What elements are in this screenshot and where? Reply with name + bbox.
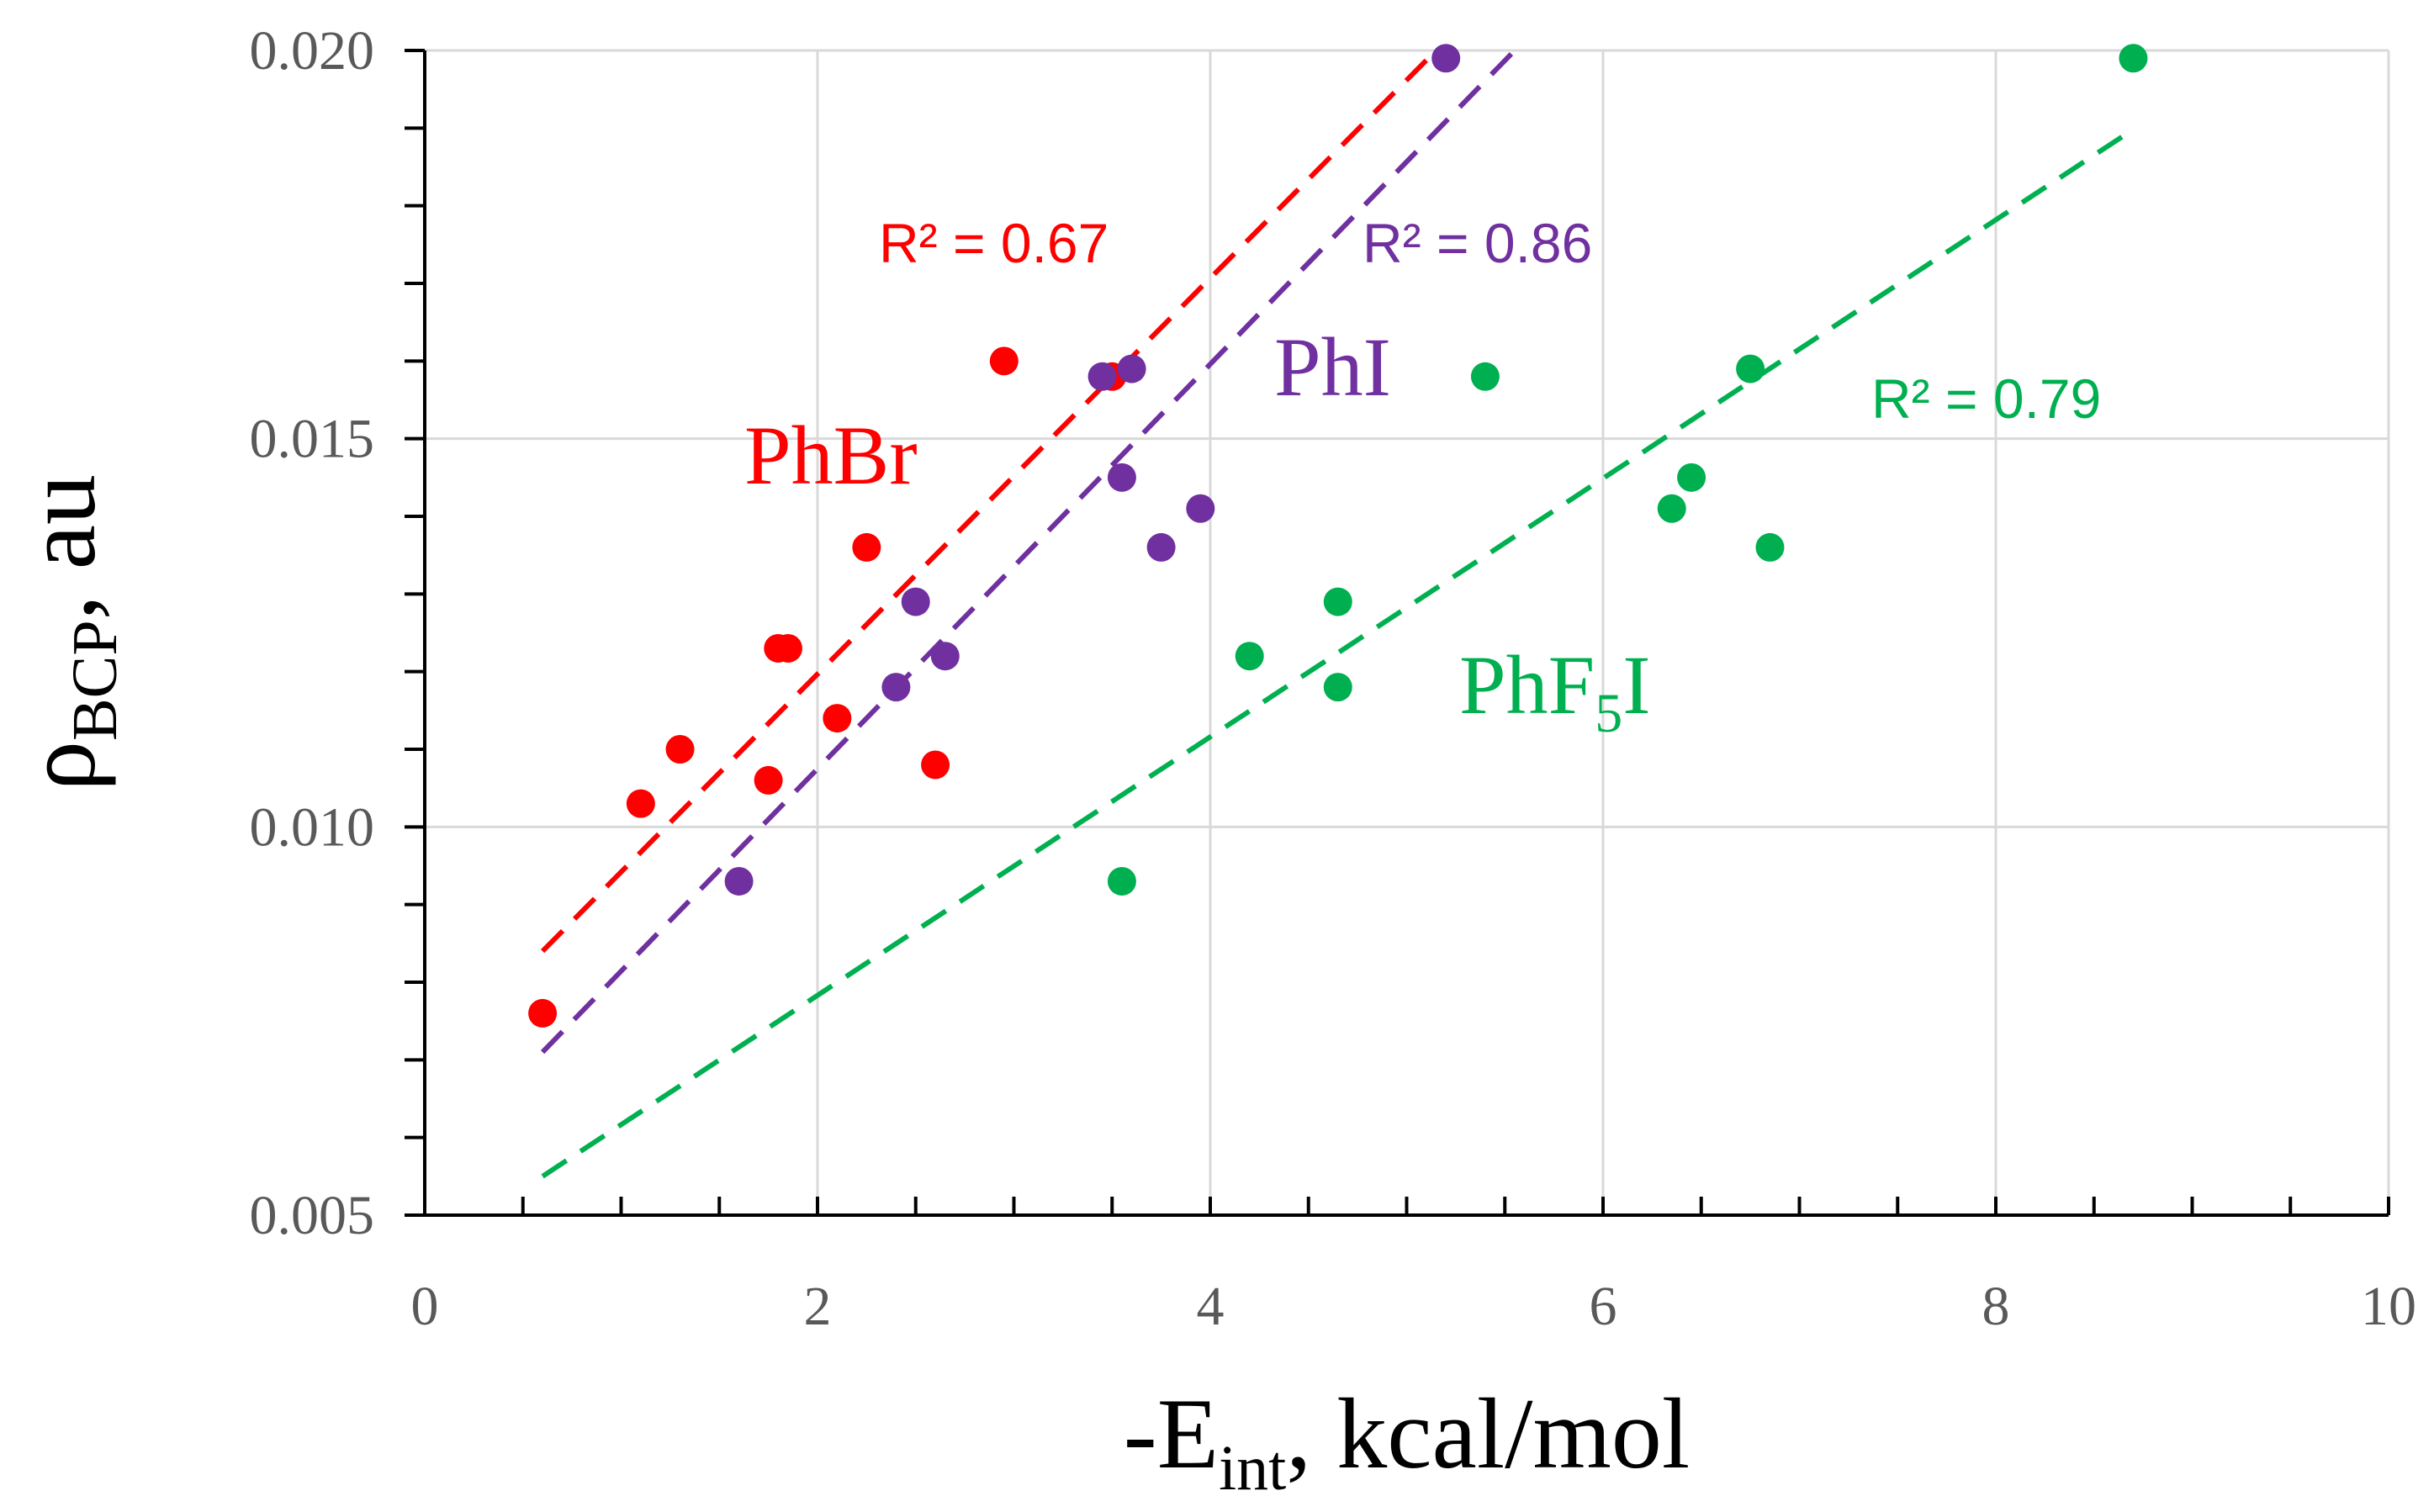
point-phbr: [528, 998, 558, 1028]
r2-label-phf5i: R² = 0.79: [1871, 367, 2101, 430]
chart-labels: -Eint, kcal/mol ρBCP, au PhBr R² = 0.67 PhI R…: [4, 212, 2101, 1504]
y-tick-label: 0.020: [250, 20, 375, 82]
point-phbr: [823, 704, 852, 733]
point-phbr: [921, 750, 950, 780]
point-phi: [930, 642, 960, 671]
point-phi: [1431, 44, 1461, 73]
point-phi: [1146, 532, 1176, 562]
x-tick-label: 8: [1982, 1276, 2010, 1337]
point-phf5i: [1235, 642, 1264, 671]
point-phf5i: [1736, 354, 1765, 383]
r2-label-phi: R² = 0.86: [1363, 212, 1592, 274]
trendline-phbr: [540, 48, 1438, 954]
x-tick-label: 10: [2361, 1276, 2416, 1337]
point-phi: [1087, 362, 1117, 391]
series-label-phbr-main: PhBr: [744, 409, 918, 502]
x-tick-label: 6: [1590, 1276, 1617, 1337]
point-phbr: [626, 789, 655, 818]
r2-label-phbr: R² = 0.67: [879, 212, 1109, 274]
y-tick-label: 0.010: [250, 796, 375, 858]
y-axis-title-main: ρ: [4, 741, 116, 791]
series-label-phf5i-main: PhF: [1459, 638, 1595, 732]
point-phbr: [773, 633, 802, 663]
point-phf5i: [1107, 866, 1136, 896]
series-label-phi: PhI: [1274, 320, 1391, 414]
grid-lines: [425, 49, 2390, 1215]
point-phf5i: [1323, 587, 1352, 616]
series-label-phf5i-rest: I: [1622, 638, 1650, 732]
x-tick-label: 4: [1197, 1276, 1225, 1337]
point-phi: [724, 866, 754, 896]
point-phf5i: [2119, 44, 2148, 73]
axes: 0 2 4 6 8 10 0.005 0.010 0.015 0.020: [250, 20, 2417, 1337]
series-label-phf5i-sub: 5: [1595, 683, 1622, 744]
point-phf5i: [1755, 532, 1785, 562]
y-axis-title: ρBCP, au: [4, 474, 130, 791]
series-label-phbr: PhBr: [744, 409, 918, 502]
point-phi: [1186, 494, 1215, 523]
point-phbr: [754, 765, 783, 795]
x-axis-title: -Eint, kcal/mol: [1124, 1377, 1690, 1504]
point-phf5i: [1677, 463, 1706, 492]
y-axis-title-rest: , au: [4, 474, 116, 620]
point-phi: [901, 587, 930, 616]
y-axis-title-sub: BCP: [60, 620, 130, 741]
series-label-phf5i: PhF5I: [1459, 638, 1651, 744]
data-points: [528, 44, 2148, 1028]
series-label-phi-main: PhI: [1274, 320, 1391, 414]
trendline-phi: [540, 48, 1517, 1055]
x-tick-label: 2: [804, 1276, 832, 1337]
point-phf5i: [1470, 362, 1500, 391]
x-axis-title-main: -E: [1124, 1377, 1219, 1489]
point-phf5i: [1323, 673, 1352, 702]
trend-lines: [540, 48, 2125, 1179]
y-tick-label: 0.005: [250, 1185, 375, 1246]
point-phi: [1107, 463, 1136, 492]
x-tick-label: 0: [411, 1276, 439, 1337]
y-tick-label: 0.015: [250, 409, 375, 470]
point-phbr: [989, 346, 1019, 376]
point-phi: [1117, 354, 1146, 383]
point-phf5i: [1657, 494, 1686, 523]
x-axis-title-sub: int: [1219, 1433, 1286, 1504]
point-phbr: [852, 532, 881, 562]
point-phbr: [665, 735, 695, 764]
point-phi: [881, 673, 911, 702]
x-axis-title-rest: , kcal/mol: [1286, 1377, 1690, 1489]
